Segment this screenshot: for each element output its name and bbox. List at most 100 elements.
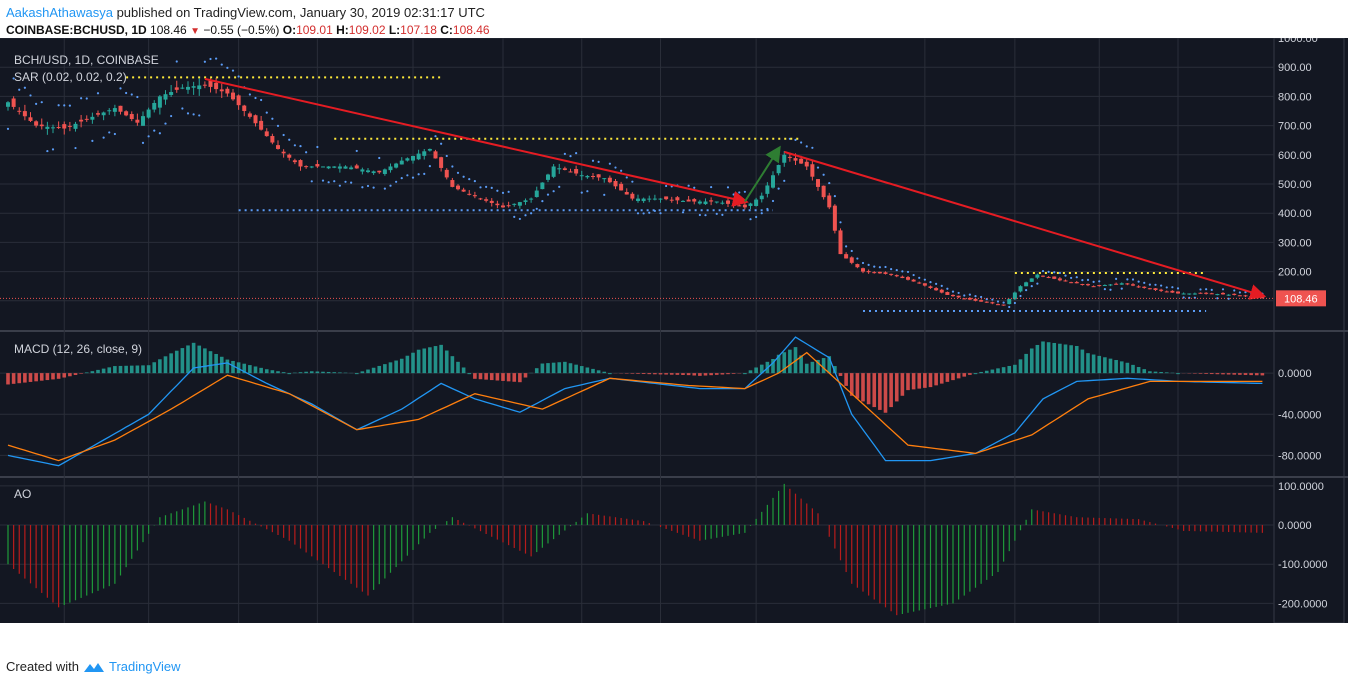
last-price-tag <box>1276 290 1326 307</box>
candle-body <box>1063 280 1068 282</box>
candle-body <box>1018 286 1023 292</box>
sar-dot <box>614 166 617 169</box>
macd-histogram-bar <box>911 373 916 390</box>
sar-dot <box>423 172 426 175</box>
candle-body <box>737 205 742 207</box>
sar-dot <box>873 265 876 268</box>
candle-body <box>67 125 72 127</box>
sar-dot <box>226 66 229 69</box>
tradingview-brand[interactable]: TradingView <box>108 659 181 674</box>
macd-histogram-bar <box>287 373 292 375</box>
sar-dot <box>608 162 611 165</box>
candle-body <box>1097 285 1102 287</box>
macd-histogram-bar <box>979 371 983 374</box>
candle-body <box>79 119 84 122</box>
macd-histogram-bar <box>461 367 466 374</box>
candle-body <box>501 205 505 208</box>
sar-dot <box>333 180 336 183</box>
sar-dot <box>417 173 420 176</box>
sar-dot <box>625 176 628 179</box>
macd-histogram-bar <box>214 353 218 374</box>
macd-histogram-bar <box>433 346 438 374</box>
sar-dot <box>569 154 572 158</box>
low-label: L: <box>388 23 401 37</box>
candle-body <box>720 202 725 204</box>
macd-histogram-bar <box>709 373 713 376</box>
sar-dot <box>552 190 555 193</box>
macd-histogram-bar <box>1035 344 1040 374</box>
macd-histogram-bar <box>900 373 905 396</box>
macd-histogram-bar <box>1086 353 1090 374</box>
candle-body <box>422 151 427 156</box>
sar-dot <box>1216 297 1219 300</box>
sar-dot <box>198 114 201 117</box>
candle-body <box>894 275 899 277</box>
candle-body <box>382 169 387 174</box>
sar-dot <box>665 184 668 188</box>
candle-body <box>1159 289 1164 291</box>
sar-dot <box>603 193 606 196</box>
sar-dot <box>248 93 251 96</box>
close-label: C: <box>440 23 453 37</box>
sar-dot <box>1182 296 1185 299</box>
candle-body <box>281 151 286 154</box>
sar-dot <box>293 144 296 147</box>
macd-histogram-bar <box>939 373 944 384</box>
candle-body <box>484 199 489 201</box>
sar-dot <box>175 60 178 63</box>
candle-body <box>838 230 843 255</box>
macd-histogram-bar <box>11 373 16 384</box>
sar-dot <box>1053 271 1056 274</box>
candle-body <box>624 192 629 195</box>
macd-histogram-bar <box>630 373 635 374</box>
price-tick-label: 400.00 <box>1278 208 1312 220</box>
sar-dot <box>305 151 308 154</box>
macd-histogram-bar <box>540 363 545 374</box>
macd-histogram-bar <box>804 363 809 374</box>
sar-dot <box>108 131 111 134</box>
candle-body <box>107 110 112 112</box>
sar-dot <box>1030 284 1033 288</box>
candle-body <box>399 160 404 165</box>
candle-body <box>602 178 607 180</box>
candle-body <box>1192 293 1197 295</box>
macd-histogram-bar <box>923 373 927 388</box>
candle-body <box>472 195 477 197</box>
candle-body <box>512 203 517 205</box>
sar-dot <box>338 184 341 187</box>
candle-body <box>169 92 174 95</box>
candle-body <box>1029 278 1034 282</box>
macd-histogram-bar <box>861 373 865 402</box>
macd-histogram-bar <box>270 370 275 374</box>
macd-histogram-bar <box>315 371 320 374</box>
candle-body <box>1041 275 1045 277</box>
sar-dot <box>518 217 521 221</box>
sar-dot <box>687 184 690 187</box>
macd-histogram-bar <box>636 373 640 374</box>
macd-histogram-bar <box>1091 354 1096 374</box>
candle-body <box>793 158 798 161</box>
sar-dot <box>85 97 88 100</box>
candle-body <box>782 154 787 163</box>
macd-histogram-bar <box>1159 372 1163 374</box>
chart-canvas[interactable]: 1000.00 900.00 800.00 700.00 600.00 500.00 400… <box>0 38 1348 623</box>
macd-histogram-bar <box>1148 371 1152 374</box>
candle-body <box>141 116 145 126</box>
candle-body <box>214 82 219 90</box>
candle-body <box>1046 276 1051 278</box>
candle-body <box>101 112 106 116</box>
candle-body <box>191 86 196 88</box>
author-link[interactable]: AakashAthawasya <box>6 5 113 20</box>
candle-body <box>186 86 190 90</box>
sar-dot <box>591 159 595 162</box>
sar-dot <box>991 298 994 301</box>
sar-dot <box>158 132 161 135</box>
macd-histogram-bar <box>675 373 680 375</box>
tradingview-logo-icon <box>83 662 104 672</box>
candle-body <box>607 177 612 183</box>
sar-dot <box>833 195 836 198</box>
macd-histogram-bar <box>658 373 663 375</box>
macd-histogram-bar <box>354 373 359 375</box>
candle-body <box>714 201 719 203</box>
macd-histogram-bar <box>776 354 781 374</box>
